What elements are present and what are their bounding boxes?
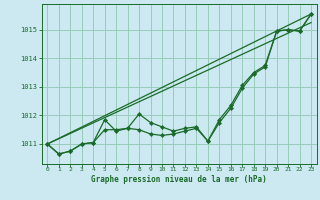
X-axis label: Graphe pression niveau de la mer (hPa): Graphe pression niveau de la mer (hPa) — [91, 175, 267, 184]
